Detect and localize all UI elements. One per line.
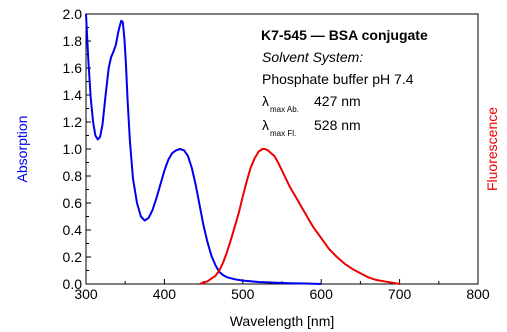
y-tick-label: 0.0 [63,276,83,292]
lambda-fl-value: 528 nm [314,117,361,133]
y-tick-label: 1.6 [63,60,83,76]
y-tick-label: 0.2 [63,249,83,265]
lambda-abs-symbol: λ [262,93,269,109]
y-axis-label-left: Absorption [14,116,30,183]
x-tick-label: 300 [74,286,98,302]
annotation-box: K7-545 — BSA conjugate Solvent System: P… [261,27,428,138]
lambda-abs-value: 427 nm [314,93,361,109]
x-axis-label: Wavelength [nm] [230,313,335,329]
x-tick-label: 800 [466,286,490,302]
y-tick-label: 0.4 [63,222,83,238]
annotation-solvent-label: Solvent System: [262,49,363,65]
annotation-solvent-value: Phosphate buffer pH 7.4 [262,71,414,87]
y-tick-label: 0.8 [63,168,83,184]
y-tick-label: 0.6 [63,195,83,211]
y-tick-label: 1.2 [63,114,83,130]
lambda-abs-subscript: max Ab. [270,105,299,114]
y-tick-label: 1.8 [63,33,83,49]
fluorescence-series-line [199,148,400,285]
y-axis-label-right: Fluorescence [484,107,500,191]
x-tick-label: 700 [388,286,412,302]
axis-tick-labels: 300 400 500 600 700 800 0.0 0.2 0.4 0.6 0.8 1.0 1.2 1… [63,6,490,302]
x-tick-label: 600 [310,286,334,302]
axis-ticks [85,13,479,285]
series-group [85,13,400,285]
y-tick-label: 2.0 [63,6,83,22]
x-tick-label: 400 [153,286,177,302]
y-tick-label: 1.0 [63,141,83,157]
lambda-fl-subscript: max Fl. [270,129,296,138]
y-tick-label: 1.4 [63,87,83,103]
x-tick-label: 500 [231,286,255,302]
annotation-heading: K7-545 — BSA conjugate [261,27,428,43]
lambda-fl-symbol: λ [262,117,269,133]
absorption-series-line [85,13,322,285]
